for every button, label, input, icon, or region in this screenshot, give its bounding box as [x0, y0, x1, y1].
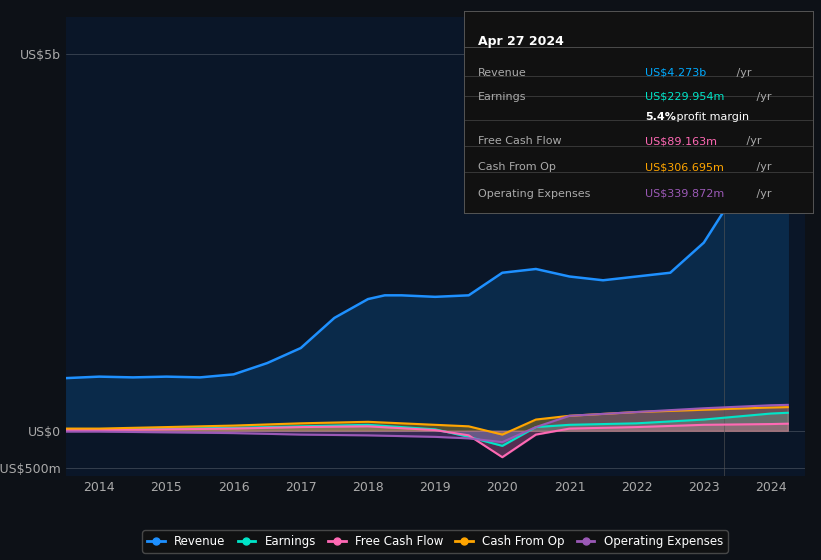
Text: US$306.695m: US$306.695m — [645, 162, 724, 172]
Text: Revenue: Revenue — [478, 68, 526, 78]
Text: US$339.872m: US$339.872m — [645, 189, 725, 199]
Text: US$89.163m: US$89.163m — [645, 136, 718, 146]
Text: US$4.273b: US$4.273b — [645, 68, 707, 78]
Text: Earnings: Earnings — [478, 92, 526, 102]
Text: 5.4%: 5.4% — [645, 112, 677, 122]
Text: US$229.954m: US$229.954m — [645, 92, 725, 102]
Text: Apr 27 2024: Apr 27 2024 — [478, 35, 564, 48]
Text: Operating Expenses: Operating Expenses — [478, 189, 590, 199]
Text: Free Cash Flow: Free Cash Flow — [478, 136, 562, 146]
Text: profit margin: profit margin — [673, 112, 750, 122]
Text: /yr: /yr — [753, 162, 771, 172]
Text: /yr: /yr — [753, 189, 771, 199]
Text: /yr: /yr — [733, 68, 752, 78]
Text: /yr: /yr — [743, 136, 762, 146]
Legend: Revenue, Earnings, Free Cash Flow, Cash From Op, Operating Expenses: Revenue, Earnings, Free Cash Flow, Cash … — [143, 530, 727, 553]
Text: /yr: /yr — [753, 92, 771, 102]
Text: Cash From Op: Cash From Op — [478, 162, 556, 172]
